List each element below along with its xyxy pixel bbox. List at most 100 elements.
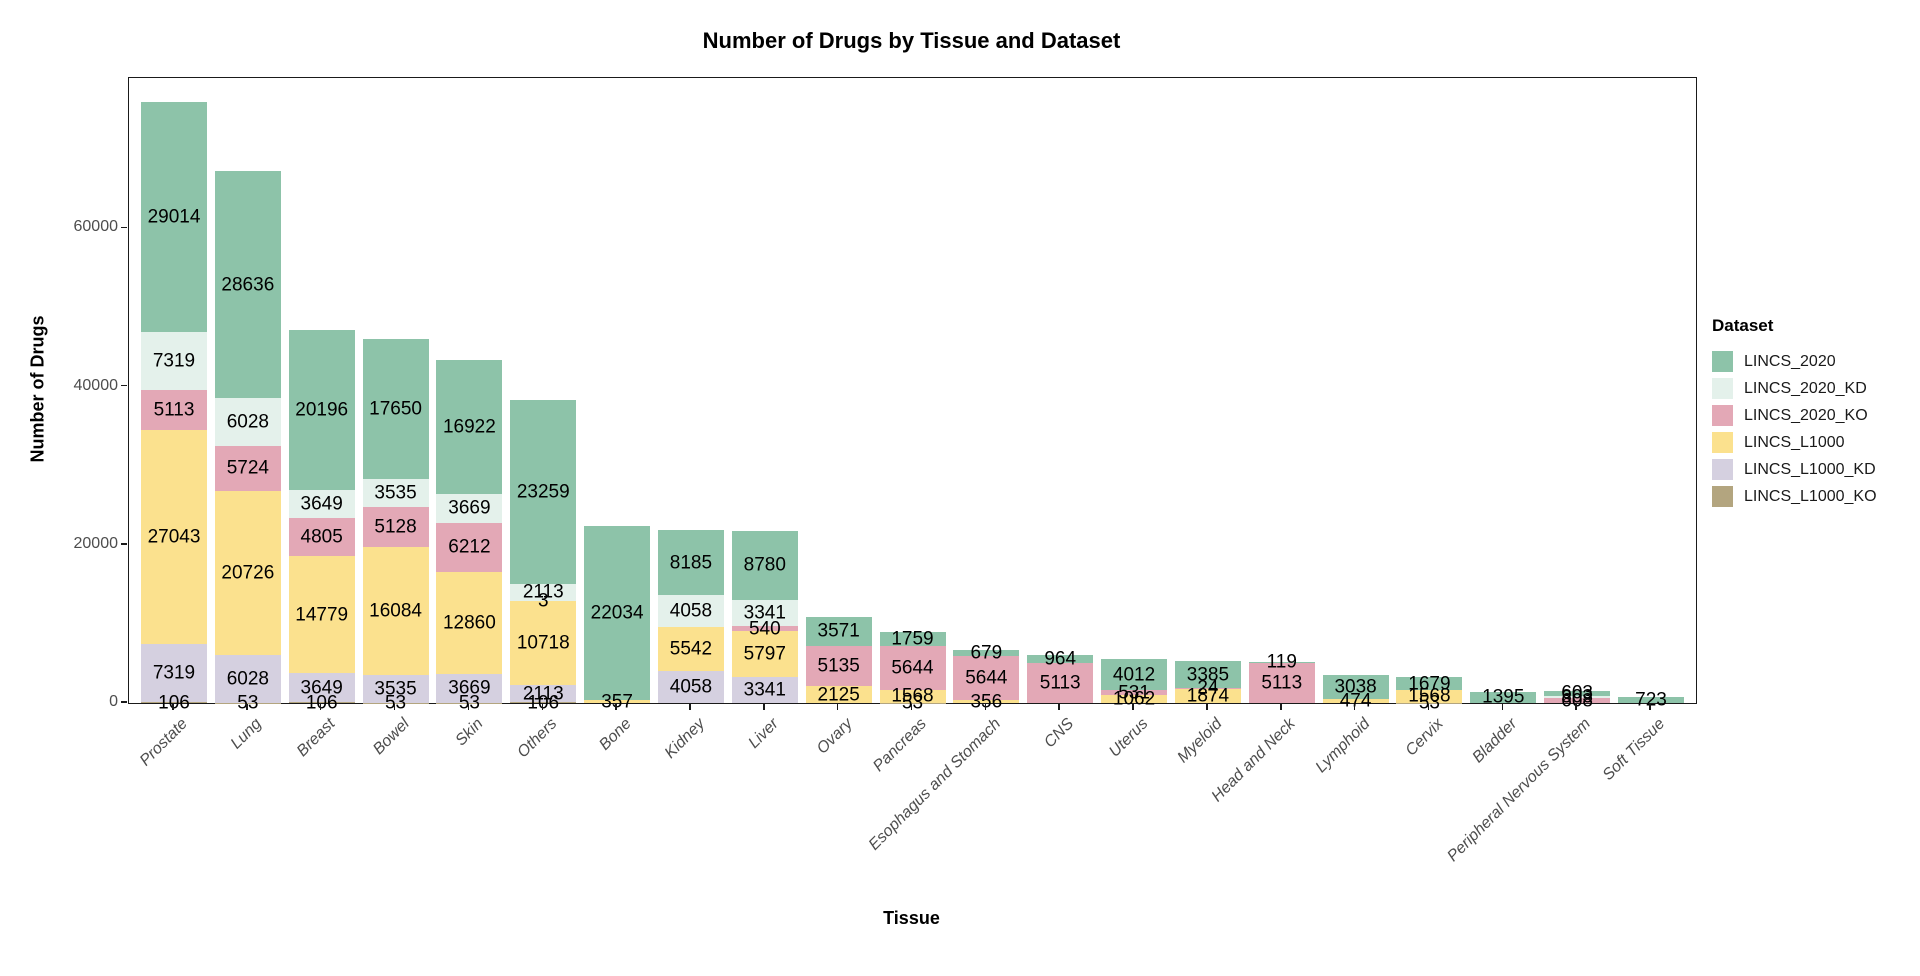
legend-label: LINCS_2020_KO xyxy=(1744,406,1868,424)
bar-segment xyxy=(288,702,355,703)
bar-segment xyxy=(362,506,429,548)
bar-segment xyxy=(879,645,946,691)
bar-segment xyxy=(731,676,798,703)
bar-value-label: 3 xyxy=(537,590,549,612)
bar-value-label: 16922 xyxy=(442,416,496,438)
bar-value-label: 20726 xyxy=(221,562,275,584)
bar-value-label: 964 xyxy=(1044,648,1077,670)
legend: Dataset LINCS_2020 LINCS_2020_KD LINCS_202… xyxy=(1712,316,1877,510)
legend-item: LINCS_2020 xyxy=(1712,348,1877,375)
bar-segment xyxy=(1544,698,1611,703)
bar-segment xyxy=(1174,661,1241,688)
bar-value-label: 53 xyxy=(237,692,259,714)
bar-value-label: 53 xyxy=(384,692,407,714)
bar-segment xyxy=(1027,654,1094,663)
bar-segment xyxy=(510,702,577,703)
bar-segment xyxy=(436,673,503,703)
bar-value-label: 22034 xyxy=(590,602,644,624)
x-tick-label: Soft Tissue xyxy=(1599,715,1669,784)
bar-segment xyxy=(1396,690,1463,703)
legend-label: LINCS_L1000_KO xyxy=(1744,487,1877,505)
legend-label: LINCS_L1000 xyxy=(1744,433,1845,451)
y-tick-label: 60000 xyxy=(73,218,119,236)
x-tick-mark xyxy=(984,703,987,710)
bar-value-label: 119 xyxy=(1266,651,1297,673)
legend-label: LINCS_2020_KD xyxy=(1744,379,1867,397)
bar-value-label: 5644 xyxy=(891,657,934,679)
x-tick-mark xyxy=(1132,703,1134,710)
chart-title: Number of Drugs by Tissue and Dataset xyxy=(702,28,1121,53)
bar-segment xyxy=(510,600,577,686)
y-tick-label: 40000 xyxy=(73,376,119,394)
bar-segment xyxy=(879,690,946,703)
y-tick-label: 20000 xyxy=(73,534,119,552)
bar-segment xyxy=(1101,658,1168,691)
x-tick-mark xyxy=(1427,703,1430,710)
bar-value-label: 16084 xyxy=(369,600,422,622)
x-tick-label: Peripheral Nervous System xyxy=(1444,715,1595,866)
x-tick-label: Liver xyxy=(745,715,783,752)
bar-segment xyxy=(436,571,503,674)
bar-value-label: 53 xyxy=(901,692,924,714)
x-tick-label: Prostate xyxy=(137,715,192,770)
bar-segment xyxy=(288,556,355,674)
bar-value-label: 603 xyxy=(1561,682,1593,704)
bar-segment xyxy=(805,645,872,687)
bar-value-label: 23259 xyxy=(516,481,570,503)
bar-segment xyxy=(288,673,355,703)
x-tick-mark xyxy=(1649,703,1651,710)
x-tick-mark xyxy=(319,703,322,710)
bar-segment xyxy=(214,654,281,703)
bar-value-label: 3341 xyxy=(743,602,786,624)
bar-value-label: 4805 xyxy=(300,526,343,548)
bar-segment xyxy=(1248,661,1315,663)
bar-value-label: 5113 xyxy=(153,399,195,421)
x-tick-label: Breast xyxy=(294,715,340,761)
x-tick-label: Bowel xyxy=(370,715,413,759)
bar-segment xyxy=(510,685,577,703)
bar-segment xyxy=(1322,675,1389,700)
bar-segment xyxy=(288,518,355,557)
x-tick-mark xyxy=(172,703,174,710)
bar-value-label: 1395 xyxy=(1482,686,1525,708)
bar-value-label: 106 xyxy=(305,692,338,714)
bar-segment xyxy=(657,627,724,671)
x-tick-label: Skin xyxy=(452,715,487,750)
bar-value-label: 1568 xyxy=(891,685,934,707)
bar-segment xyxy=(510,583,577,601)
bar-value-label: 356 xyxy=(970,691,1003,713)
x-tick-mark xyxy=(910,703,913,710)
legend-title: Dataset xyxy=(1712,316,1774,335)
x-tick-label: Kidney xyxy=(661,715,709,762)
bar-segment xyxy=(1618,697,1684,703)
bar-value-label: 17650 xyxy=(369,398,422,420)
legend-label: LINCS_L1000_KD xyxy=(1744,460,1876,478)
bar-segment xyxy=(805,686,872,703)
bar-segment xyxy=(1248,662,1315,703)
x-tick-label: Pancreas xyxy=(869,715,930,776)
x-tick-mark xyxy=(1575,703,1577,710)
bar-segment xyxy=(214,490,281,655)
x-tick-label: Bone xyxy=(595,715,635,754)
x-tick-mark xyxy=(467,703,470,710)
bar-segment xyxy=(953,700,1020,703)
bar-value-label: 27043 xyxy=(147,526,201,548)
x-tick-label: Bladder xyxy=(1469,715,1521,767)
bar-segment xyxy=(141,702,207,703)
x-tick-mark xyxy=(836,703,839,710)
bar-segment xyxy=(1101,690,1168,695)
bar-value-label: 7319 xyxy=(152,350,196,372)
bar-value-label: 303 xyxy=(1561,686,1593,708)
y-tick-label: 0 xyxy=(109,693,118,710)
legend-item: LINCS_2020_KO xyxy=(1712,402,1877,429)
bar-segment xyxy=(805,617,872,646)
legend-swatch-LINCS_L1000_KO xyxy=(1712,486,1733,507)
y-tick-mark xyxy=(121,384,127,387)
bar-segment xyxy=(436,493,503,523)
bar-segment xyxy=(141,102,207,332)
legend-label: LINCS_2020 xyxy=(1744,352,1836,370)
bar-value-label: 3341 xyxy=(743,679,786,701)
x-tick-mark xyxy=(1280,703,1282,710)
bar-value-label: 1062 xyxy=(1112,688,1156,710)
